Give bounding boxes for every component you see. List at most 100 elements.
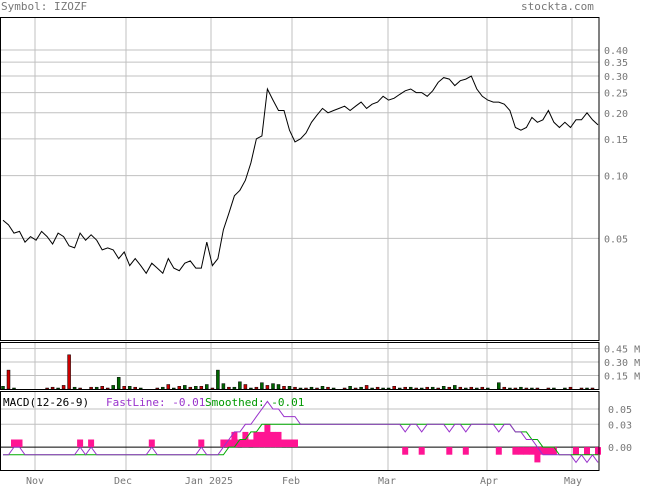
volume-bar [56,387,60,390]
volume-bar [331,387,336,390]
panel-frame [0,342,600,390]
macd-histogram-bar [573,447,579,455]
volume-bar [183,385,187,390]
volume-bar [381,387,385,390]
volume-bar [458,386,463,390]
month-label: Nov [26,476,44,486]
volume-bar [453,385,457,390]
volume-bar [320,386,325,390]
month-label: May [564,476,582,486]
macd-histogram-bar [270,431,276,448]
macd-histogram-bar [220,439,227,448]
macd-histogram-bar [225,439,232,448]
price-tick-label: 0.30 [604,72,628,83]
volume-bar [105,387,110,390]
volume-bar [249,387,253,390]
macd-histogram-bar [247,439,254,448]
volume-bar [475,387,479,390]
volume-bar [282,386,286,390]
price-tick-label: 0.20 [604,109,628,120]
macd-panel [3,400,601,464]
volume-bar [205,384,209,390]
volume-bar [342,387,347,390]
volume-bar [155,387,160,390]
macd-histogram-bar [253,431,260,448]
volume-bar [364,385,369,390]
macd-histogram-bar [264,424,271,448]
month-label: Jan 2025 [185,476,233,486]
volume-bar [72,386,77,390]
macd-histogram-bar [534,447,541,463]
price-line [2,75,599,275]
volume-bar [243,384,248,390]
macd-fast-label: FastLine: -0.01 [106,396,206,409]
price-tick-label: 0.10 [604,172,628,183]
volume-bar [276,384,281,390]
volume-bar [397,387,402,390]
month-label: Dec [114,476,132,486]
macd-histogram-bar [16,439,23,448]
macd-histogram-bar [446,447,453,455]
volume-bar [480,386,485,390]
volume-bar [502,386,507,390]
volume-bar [530,387,534,390]
macd-histogram-bar [281,439,287,448]
volume-bar [513,387,518,390]
volume-bar [508,387,512,390]
price-panel [2,75,599,275]
price-tick-label: 0.15 [604,135,628,146]
symbol-label: Symbol: IZOZF [1,0,88,13]
macd-histogram-bar [258,431,265,448]
month-label: Feb [282,476,300,486]
volume-bar [535,387,540,390]
macd-histogram-bar [148,439,155,448]
volume-bar [271,383,275,390]
macd-histogram-bar [275,431,282,448]
macd-histogram-bar [198,439,205,448]
volume-bar [161,386,165,390]
volume-panel [1,354,595,390]
volume-bar [238,381,242,390]
macd-histogram-bar [231,431,238,448]
volume-bar [199,386,204,390]
volume-bar [315,387,319,390]
volume-tick-label: 0.30 M [604,358,640,369]
macd-histogram-bar [528,447,535,455]
axis-labels: 0.05 0.10 0.15 0.20 0.25 0.30 0.350.40 0.15 M 0.… [26,46,640,486]
price-tick-label: 0.35 [604,58,628,69]
site-label[interactable]: stockta.com [521,0,594,13]
volume-bar [172,387,176,390]
volume-bar [568,386,573,390]
volume-bar [386,387,391,390]
volume-bar [67,354,71,390]
volume-bar [94,386,99,390]
macd-smoothed-label: Smoothed: -0.01 [205,396,305,409]
volume-bar [133,386,137,390]
volume-bar [194,386,198,390]
volume-bar [524,387,529,390]
macd-histogram-bar [523,447,530,455]
volume-bar [100,386,104,390]
macd-fast-line [3,400,599,464]
volume-bar [293,386,297,390]
volume-bar [326,386,330,390]
grid-lines [0,17,599,470]
volume-bar [287,386,292,390]
macd-histogram-bar [88,439,95,448]
volume-bar [78,387,82,390]
macd-histogram-bar [545,447,552,455]
macd-histogram-bar [539,447,546,455]
panel-frame [0,17,600,341]
volume-bar [579,387,584,390]
volume-bar [116,377,121,390]
panel-frame [0,391,600,471]
volume-tick-label: 0.15 M [604,372,640,383]
volume-bar [546,387,551,390]
macd-tick-label: 0.03 [608,420,632,431]
volume-bar [89,386,93,390]
volume-bar [6,369,11,390]
volume-bar [216,369,220,390]
volume-bar [12,387,16,390]
macd-histogram-bar [517,447,524,455]
macd-histogram-bar [11,439,17,448]
